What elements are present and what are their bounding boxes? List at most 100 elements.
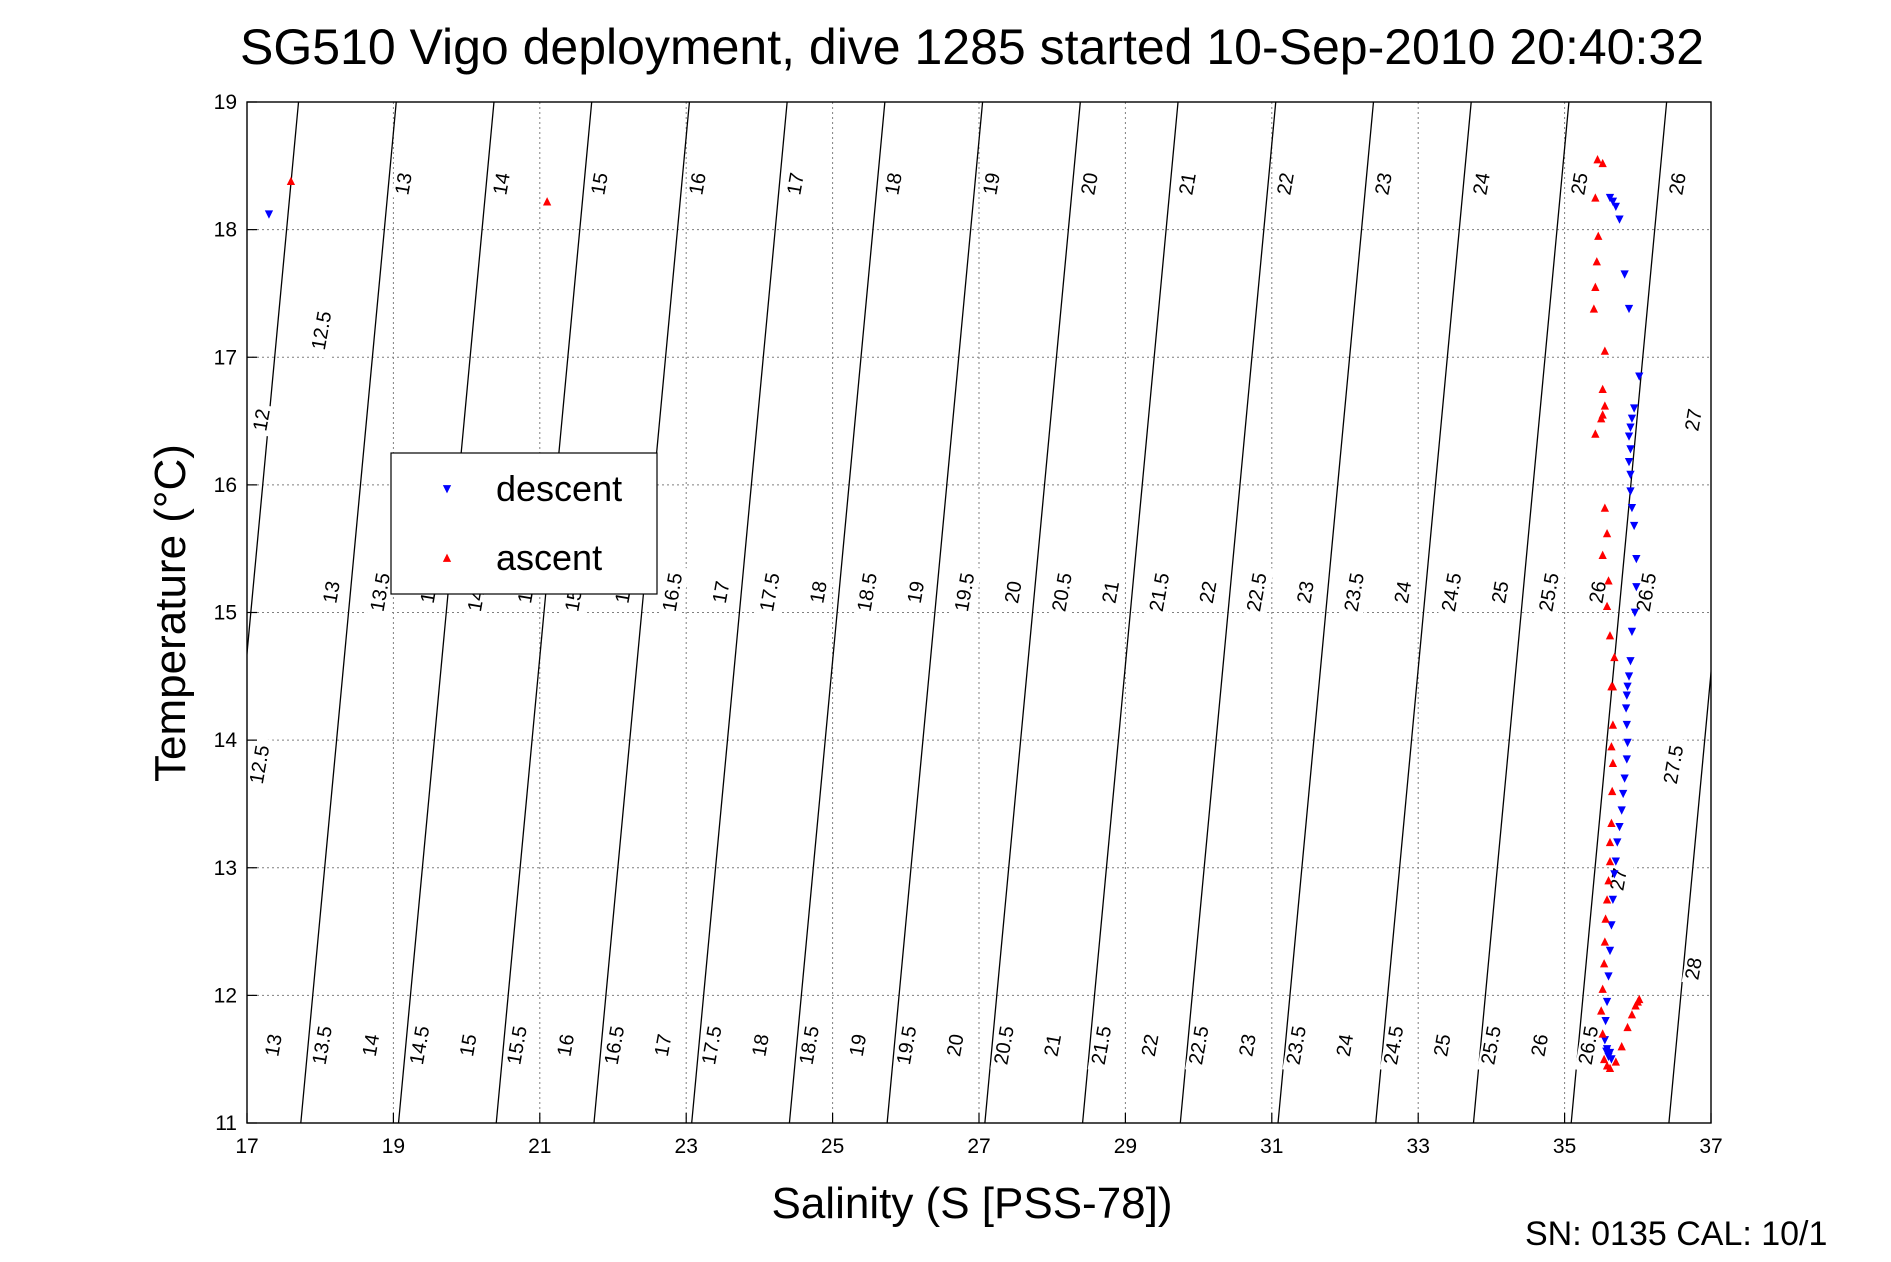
y-tick-label: 14 xyxy=(214,729,238,752)
ascent-point xyxy=(1599,1054,1609,1064)
ascent-point xyxy=(1591,193,1600,202)
ascent-point xyxy=(1597,1006,1606,1015)
density-contour-line xyxy=(300,102,397,1123)
descent-point xyxy=(1624,672,1634,681)
contour-label-background xyxy=(308,1018,340,1074)
contour-label-background xyxy=(245,737,277,793)
descent-point xyxy=(1630,608,1640,617)
y-tick-label: 15 xyxy=(214,602,237,625)
descent-point xyxy=(1619,789,1628,799)
contour-label-background xyxy=(1469,167,1497,201)
legend-marker-ascent xyxy=(442,553,452,562)
x-tick-label: 31 xyxy=(1260,1135,1283,1158)
density-contour-label: 12 xyxy=(249,407,275,433)
contour-label-background xyxy=(249,403,277,437)
descent-point xyxy=(1602,997,1612,1007)
contour-label-background xyxy=(600,1018,632,1074)
density-contour-line xyxy=(788,102,886,1123)
contour-label-background xyxy=(456,1028,484,1063)
contour-label-background xyxy=(990,1018,1021,1074)
density-contour-label: 17 xyxy=(651,1033,677,1059)
ascent-point xyxy=(1600,503,1610,512)
contour-label-background xyxy=(795,1018,827,1074)
x-tick-label: 19 xyxy=(382,1135,405,1158)
ascent-point xyxy=(1610,652,1619,662)
density-contour-label: 20 xyxy=(1001,579,1027,605)
x-tick-label: 35 xyxy=(1553,1135,1576,1158)
density-contour-label: 18 xyxy=(748,1033,774,1059)
descent-point xyxy=(1629,404,1639,413)
descent-point xyxy=(1607,921,1616,930)
y-tick-label: 18 xyxy=(214,219,237,242)
contour-label-background xyxy=(1243,564,1274,621)
contour-label-background xyxy=(1477,1018,1508,1074)
density-contour-label: 23 xyxy=(1235,1033,1261,1059)
x-tick-label: 29 xyxy=(1114,1135,1137,1158)
descent-point xyxy=(1620,270,1629,279)
contour-label-background xyxy=(1567,167,1595,201)
density-contour-label: 23 xyxy=(1371,171,1397,197)
descent-point xyxy=(1615,823,1624,832)
ascent-point xyxy=(1602,528,1612,538)
descent-point xyxy=(1615,215,1624,224)
density-contour-label: 24 xyxy=(1333,1033,1359,1059)
density-contour-label: 13 xyxy=(391,171,417,197)
descent-point xyxy=(1604,972,1613,981)
descent-point xyxy=(1632,554,1641,564)
contour-label-background xyxy=(1048,564,1079,621)
chart-title: SG510 Vigo deployment, dive 1285 started… xyxy=(240,19,1704,75)
ascent-point xyxy=(1617,1042,1626,1051)
descent-point xyxy=(1608,197,1618,206)
contour-label-background xyxy=(1077,167,1105,201)
y-tick-label: 19 xyxy=(214,91,237,114)
legend-label-ascent: ascent xyxy=(496,537,602,578)
y-tick-label: 11 xyxy=(215,1112,237,1135)
density-contour-line xyxy=(1668,665,1711,1123)
descent-point xyxy=(1608,895,1618,905)
y-tick-label: 13 xyxy=(214,857,237,880)
contour-label-background xyxy=(1379,1018,1411,1074)
density-contour-label: 20 xyxy=(943,1033,969,1059)
contour-label-background xyxy=(853,564,885,621)
serial-calibration-footer: SN: 0135 CAL: 10/1 xyxy=(1525,1215,1827,1253)
legend-marker-descent xyxy=(442,485,452,494)
descent-point xyxy=(1623,682,1632,691)
contour-label-background xyxy=(1488,575,1516,610)
ascent-point xyxy=(1607,818,1616,827)
x-tick-label: 33 xyxy=(1407,1135,1430,1158)
ascent-point xyxy=(1605,631,1615,640)
x-tick-label: 23 xyxy=(675,1135,698,1158)
contour-label-background xyxy=(1196,575,1224,610)
contour-label-background xyxy=(748,1028,776,1063)
contour-label-background xyxy=(979,167,1007,201)
descent-point xyxy=(1602,1047,1611,1056)
density-contour-label: 22 xyxy=(1138,1033,1164,1059)
contour-label-background xyxy=(1185,1018,1216,1074)
descent-point xyxy=(264,210,274,219)
ascent-point xyxy=(1601,914,1610,923)
contour-label-background xyxy=(1437,564,1469,621)
descent-point xyxy=(1626,470,1635,480)
x-axis-label: Salinity (S [PSS-78]) xyxy=(771,1179,1172,1228)
descent-point xyxy=(1605,946,1615,956)
descent-point xyxy=(1622,720,1631,730)
ascent-point xyxy=(1598,384,1607,394)
descent-point xyxy=(1629,521,1639,531)
contour-label-background xyxy=(685,167,713,201)
density-contour-label: 22 xyxy=(1273,171,1299,197)
descent-point xyxy=(1624,458,1634,467)
density-contour-label: 21 xyxy=(1099,579,1125,605)
contour-label-background xyxy=(1665,167,1693,201)
descent-point xyxy=(1613,838,1622,847)
contour-label-background xyxy=(1293,575,1321,610)
density-contour-line xyxy=(593,102,691,1123)
ascent-point xyxy=(1608,758,1618,767)
x-tick-label: 17 xyxy=(235,1135,258,1158)
ascent-point xyxy=(1598,984,1607,993)
contour-label-background xyxy=(950,564,982,621)
ascent-point xyxy=(1598,550,1607,559)
ascent-point xyxy=(1604,576,1613,585)
descent-point xyxy=(1624,304,1634,314)
